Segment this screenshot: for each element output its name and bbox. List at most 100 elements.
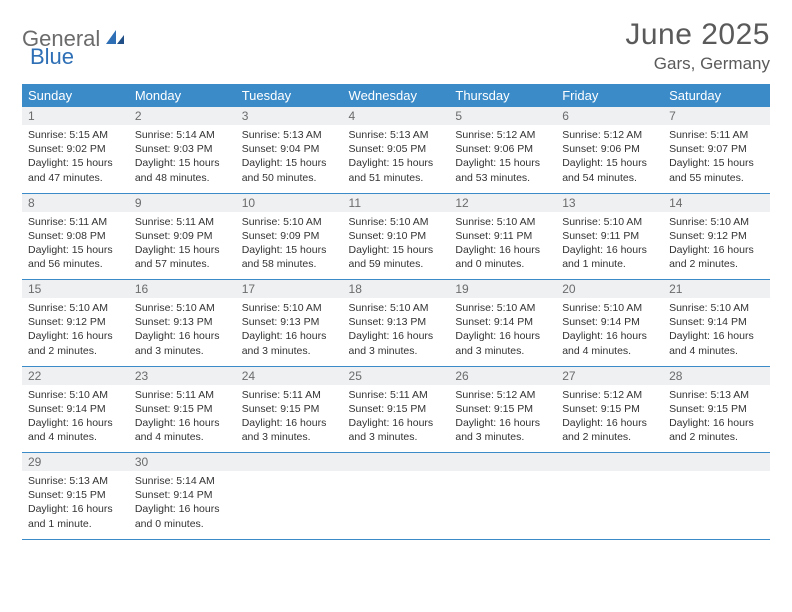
day-cell: Sunrise: 5:12 AMSunset: 9:15 PMDaylight:… [449,385,556,453]
day-cell: Sunrise: 5:10 AMSunset: 9:13 PMDaylight:… [129,298,236,366]
sunrise-line: Sunrise: 5:10 AM [562,215,657,229]
day-cell: Sunrise: 5:12 AMSunset: 9:06 PMDaylight:… [449,125,556,193]
daylight-line: Daylight: 16 hours and 3 minutes. [455,329,550,357]
daynum-row: 22232425262728 [22,366,770,385]
day-number: 7 [663,107,770,125]
weekday-header-row: Sunday Monday Tuesday Wednesday Thursday… [22,84,770,107]
daylight-line: Daylight: 16 hours and 0 minutes. [455,243,550,271]
day-number: 5 [449,107,556,125]
day-number [343,453,450,472]
day-cell: Sunrise: 5:10 AMSunset: 9:12 PMDaylight:… [663,212,770,280]
sunset-line: Sunset: 9:15 PM [242,402,337,416]
sunrise-line: Sunrise: 5:12 AM [455,128,550,142]
day-cell: Sunrise: 5:10 AMSunset: 9:12 PMDaylight:… [22,298,129,366]
sunset-line: Sunset: 9:13 PM [135,315,230,329]
day-cell: Sunrise: 5:11 AMSunset: 9:15 PMDaylight:… [236,385,343,453]
day-cell: Sunrise: 5:10 AMSunset: 9:14 PMDaylight:… [22,385,129,453]
day-number [449,453,556,472]
content-row: Sunrise: 5:10 AMSunset: 9:14 PMDaylight:… [22,385,770,453]
sunset-line: Sunset: 9:02 PM [28,142,123,156]
daylight-line: Daylight: 16 hours and 4 minutes. [669,329,764,357]
day-cell: Sunrise: 5:11 AMSunset: 9:09 PMDaylight:… [129,212,236,280]
day-number: 29 [22,453,129,472]
sunrise-line: Sunrise: 5:14 AM [135,128,230,142]
sunset-line: Sunset: 9:12 PM [669,229,764,243]
sunset-line: Sunset: 9:05 PM [349,142,444,156]
sunset-line: Sunset: 9:14 PM [28,402,123,416]
day-cell: Sunrise: 5:10 AMSunset: 9:14 PMDaylight:… [663,298,770,366]
daylight-line: Daylight: 15 hours and 50 minutes. [242,156,337,184]
sunrise-line: Sunrise: 5:10 AM [242,215,337,229]
sunset-line: Sunset: 9:03 PM [135,142,230,156]
sunset-line: Sunset: 9:08 PM [28,229,123,243]
daylight-line: Daylight: 16 hours and 4 minutes. [562,329,657,357]
sunset-line: Sunset: 9:04 PM [242,142,337,156]
daylight-line: Daylight: 16 hours and 4 minutes. [135,416,230,444]
day-number: 30 [129,453,236,472]
daylight-line: Daylight: 15 hours and 56 minutes. [28,243,123,271]
daylight-line: Daylight: 15 hours and 53 minutes. [455,156,550,184]
daynum-row: 2930 [22,453,770,472]
sunrise-line: Sunrise: 5:13 AM [349,128,444,142]
day-number: 15 [22,280,129,299]
day-number: 11 [343,193,450,212]
day-number: 27 [556,366,663,385]
sunrise-line: Sunrise: 5:10 AM [562,301,657,315]
sunset-line: Sunset: 9:07 PM [669,142,764,156]
day-number: 25 [343,366,450,385]
sunset-line: Sunset: 9:14 PM [669,315,764,329]
day-cell: Sunrise: 5:10 AMSunset: 9:14 PMDaylight:… [449,298,556,366]
sunrise-line: Sunrise: 5:15 AM [28,128,123,142]
day-number: 24 [236,366,343,385]
sunset-line: Sunset: 9:14 PM [135,488,230,502]
daylight-line: Daylight: 16 hours and 3 minutes. [349,329,444,357]
location: Gars, Germany [625,54,770,74]
day-number: 17 [236,280,343,299]
sunrise-line: Sunrise: 5:11 AM [669,128,764,142]
daylight-line: Daylight: 16 hours and 1 minute. [28,502,123,530]
sunrise-line: Sunrise: 5:12 AM [562,388,657,402]
sunset-line: Sunset: 9:13 PM [349,315,444,329]
daylight-line: Daylight: 16 hours and 2 minutes. [669,416,764,444]
day-number: 9 [129,193,236,212]
day-number: 1 [22,107,129,125]
day-cell: Sunrise: 5:11 AMSunset: 9:07 PMDaylight:… [663,125,770,193]
day-cell: Sunrise: 5:10 AMSunset: 9:11 PMDaylight:… [556,212,663,280]
content-row: Sunrise: 5:15 AMSunset: 9:02 PM Daylight:… [22,125,770,193]
sunrise-line: Sunrise: 5:11 AM [135,215,230,229]
weekday-header: Wednesday [343,84,450,107]
sunset-line: Sunset: 9:13 PM [242,315,337,329]
daylight-line: Daylight: 15 hours and 55 minutes. [669,156,764,184]
content-row: Sunrise: 5:10 AMSunset: 9:12 PMDaylight:… [22,298,770,366]
day-number: 8 [22,193,129,212]
content-row: Sunrise: 5:13 AMSunset: 9:15 PMDaylight:… [22,471,770,539]
day-number: 14 [663,193,770,212]
sunrise-line: Sunrise: 5:13 AM [28,474,123,488]
day-number: 20 [556,280,663,299]
sunrise-line: Sunrise: 5:11 AM [28,215,123,229]
weekday-header: Thursday [449,84,556,107]
day-number [556,453,663,472]
sunset-line: Sunset: 9:09 PM [135,229,230,243]
daylight-line: Daylight: 15 hours and 58 minutes. [242,243,337,271]
weekday-header: Tuesday [236,84,343,107]
day-cell: Sunrise: 5:10 AMSunset: 9:11 PMDaylight:… [449,212,556,280]
logo-sail-icon [104,28,126,51]
sunrise-line: Sunrise: 5:10 AM [349,301,444,315]
sunrise-line: Sunrise: 5:10 AM [669,215,764,229]
day-cell [556,471,663,539]
weekday-header: Monday [129,84,236,107]
day-cell: Sunrise: 5:13 AMSunset: 9:04 PMDaylight:… [236,125,343,193]
logo-sub: Blue [30,44,74,70]
day-cell: Sunrise: 5:10 AMSunset: 9:13 PMDaylight:… [236,298,343,366]
weekday-header: Friday [556,84,663,107]
day-number: 19 [449,280,556,299]
daylight-line: Daylight: 15 hours and 51 minutes. [349,156,444,184]
day-number [663,453,770,472]
daylight-line: Daylight: 15 hours and 54 minutes. [562,156,657,184]
sunrise-line: Sunrise: 5:14 AM [135,474,230,488]
day-cell: Sunrise: 5:12 AMSunset: 9:15 PMDaylight:… [556,385,663,453]
daylight-line: Daylight: 16 hours and 0 minutes. [135,502,230,530]
day-number: 13 [556,193,663,212]
day-cell: Sunrise: 5:12 AMSunset: 9:06 PMDaylight:… [556,125,663,193]
